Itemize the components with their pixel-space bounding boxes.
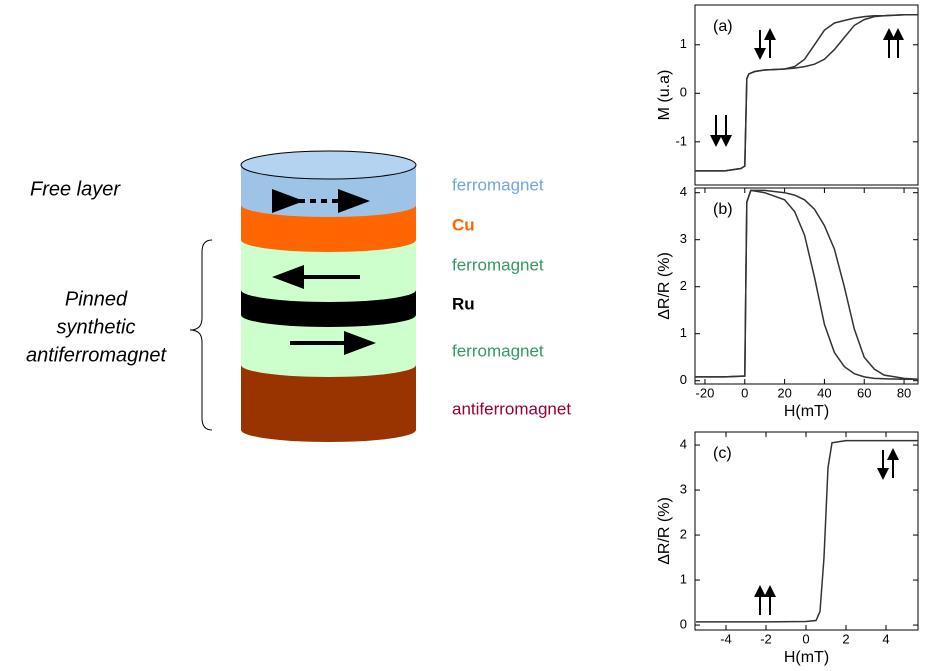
y-tick-label: 1 [680,325,687,340]
pinned-label: antiferromagnet [26,344,168,366]
x-tick-label: 4 [882,631,889,646]
x-tick-label: 20 [777,385,791,400]
y-tick-label: 4 [680,436,687,451]
y-tick-label: 3 [680,481,687,496]
x-tick-label: -2 [760,631,772,646]
x-tick-label: 0 [802,631,809,646]
data-line [695,15,918,171]
data-line [695,190,918,379]
layer-label: ferromagnet [452,175,544,194]
x-tick-label: -4 [720,631,732,646]
brace [190,240,212,430]
top-face [241,151,416,179]
x-tick-label: 60 [857,385,871,400]
spin-arrows [716,30,898,615]
x-tick-label: 80 [897,385,911,400]
y-tick-label: 1 [680,571,687,586]
y-axis-label: ΔR/R (%) [656,497,673,565]
x-tick-label: -20 [696,385,715,400]
y-tick-label: 0 [680,616,687,631]
data-line [696,441,918,622]
y-tick-label: 3 [680,231,687,246]
data-line [695,190,918,379]
y-axis-label: M (u.a) [656,70,673,121]
y-tick-label: 1 [680,36,687,51]
x-axis-label: H(mT) [784,403,829,420]
y-tick-label: -1 [675,133,687,148]
x-tick-label: 2 [842,631,849,646]
afm-bottom [241,418,416,442]
layer-label: ferromagnet [452,255,544,274]
layer-label: Ru [452,294,475,313]
layer-label: ferromagnet [452,341,544,360]
page: Free layer Pinned synthetic antiferromag… [0,0,928,671]
x-tick-label: 40 [817,385,831,400]
x-axis-label: H(mT) [784,649,829,666]
panel-label: (c) [713,445,732,462]
panel-label: (a) [713,18,733,35]
y-tick-label: 0 [680,372,687,387]
y-axis-label: ΔR/R (%) [656,252,673,320]
y-tick-label: 2 [680,278,687,293]
panel-label: (b) [713,201,733,218]
free-label: Free layer [30,178,121,200]
data-line [695,15,918,171]
figure: Free layer Pinned synthetic antiferromag… [0,0,928,671]
x-tick-label: 0 [741,385,748,400]
y-tick-label: 2 [680,526,687,541]
y-tick-label: 0 [680,85,687,100]
pinned-label: Pinned [65,288,128,310]
pinned-label: synthetic [57,316,136,338]
layer-label: antiferromagnet [452,399,571,418]
y-tick-label: 4 [680,184,687,199]
stack [190,151,416,442]
layer-label: Cu [452,215,475,234]
